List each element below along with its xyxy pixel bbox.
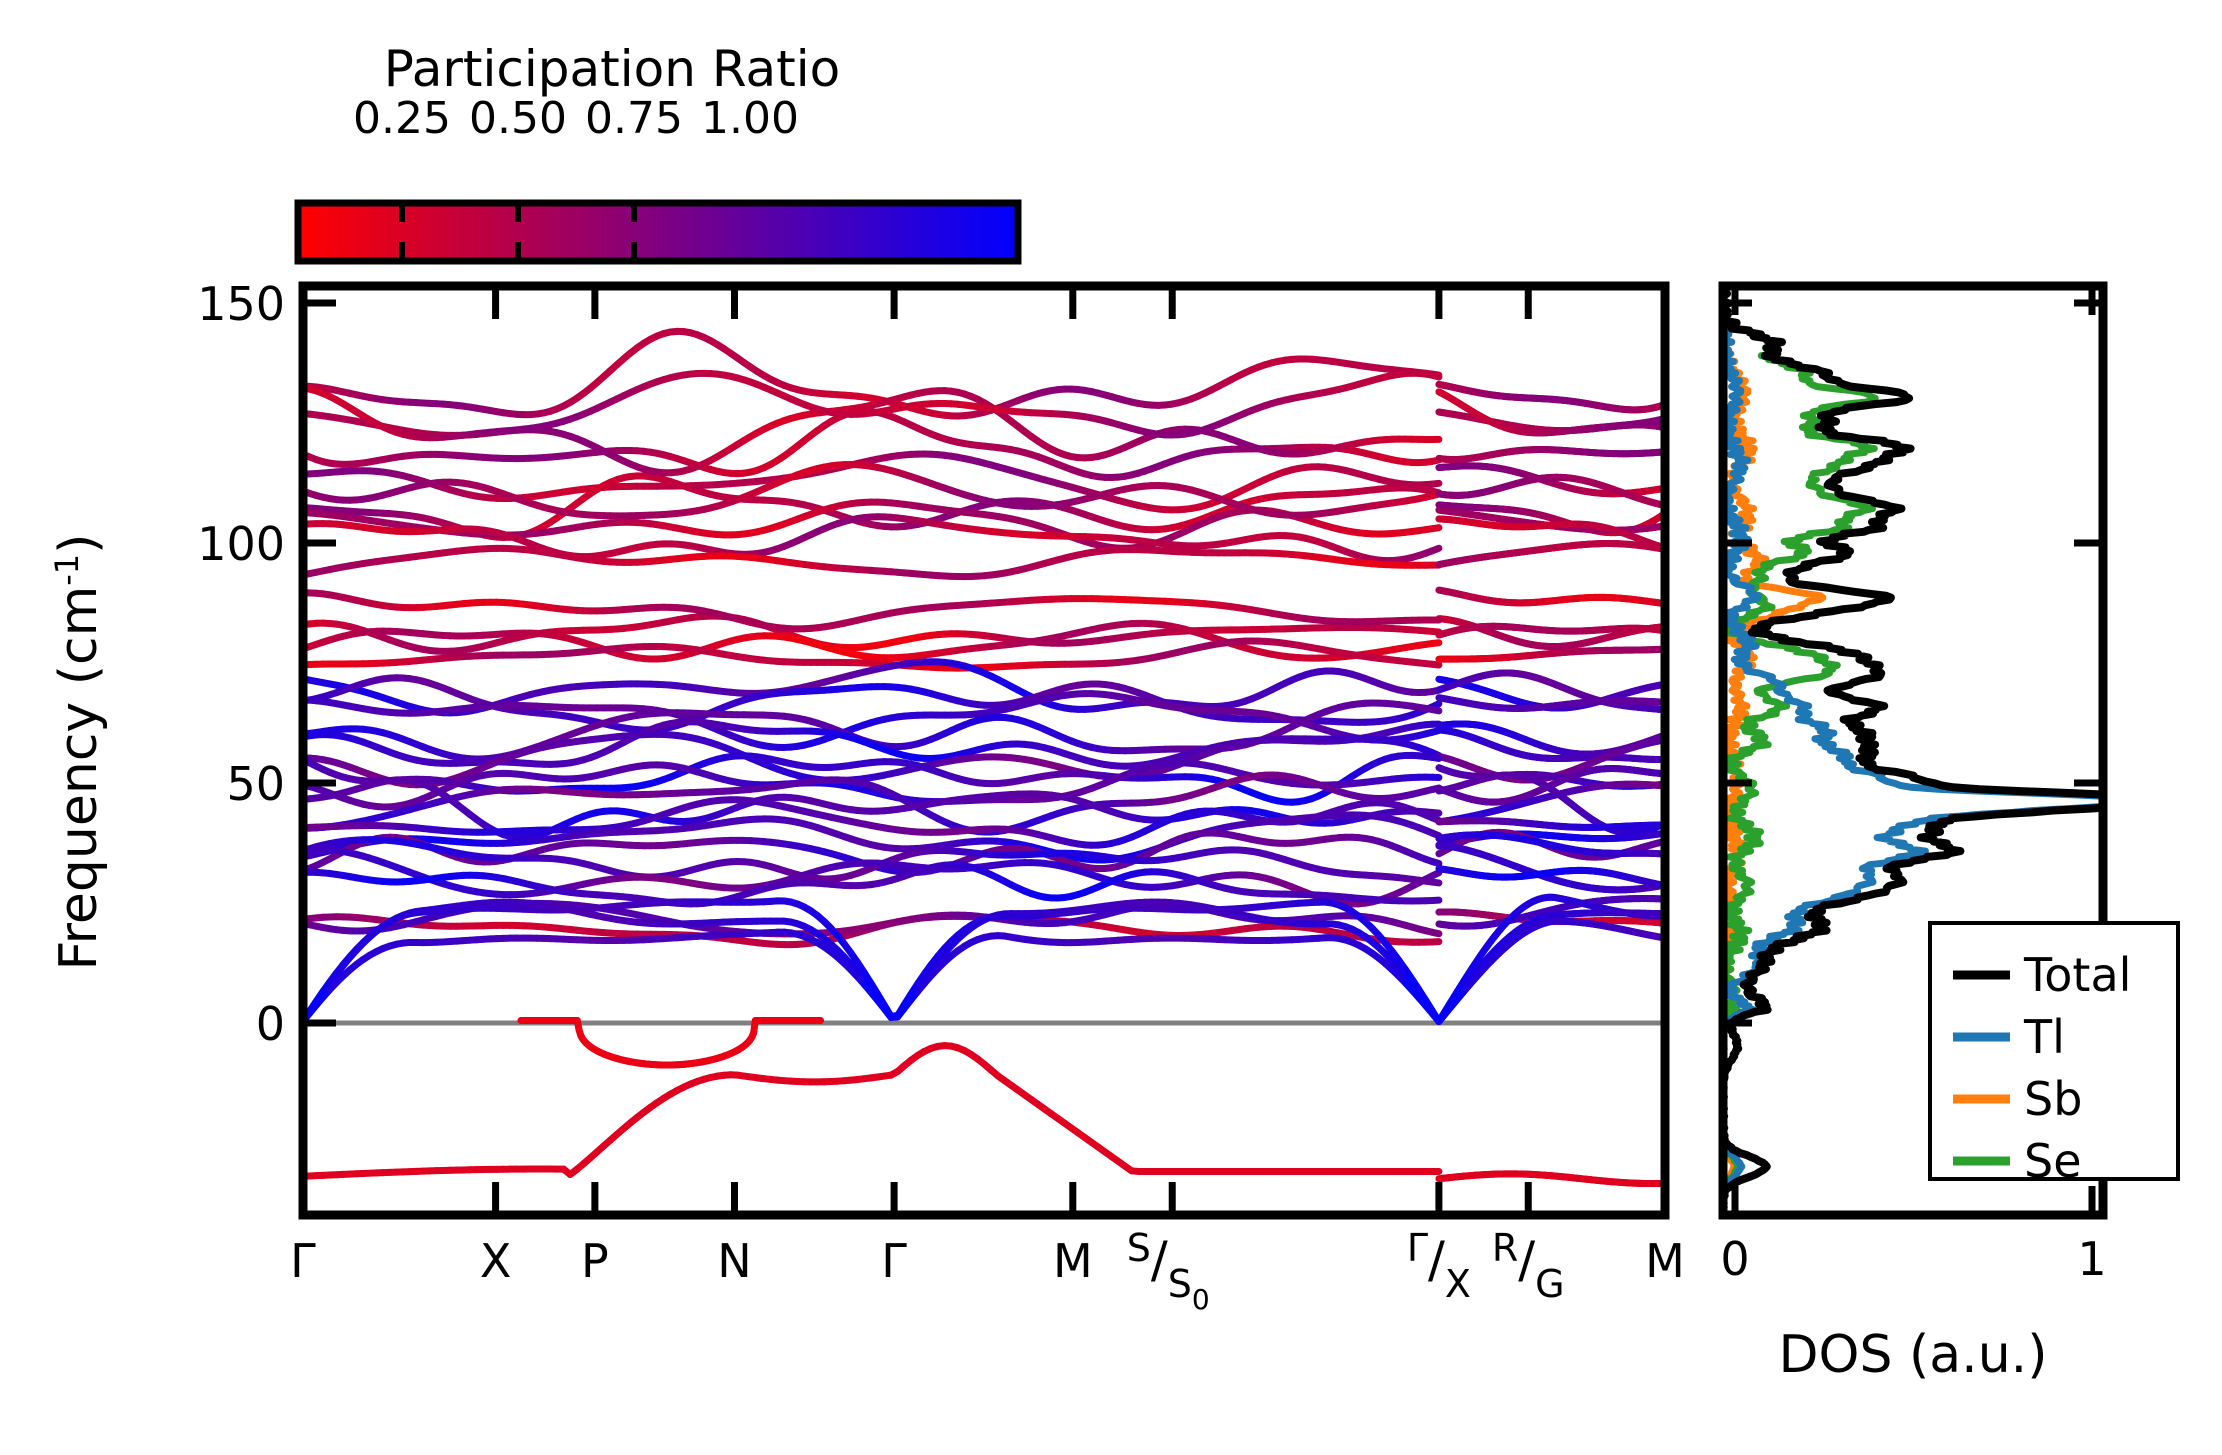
band-branch	[303, 544, 1443, 581]
colorbar-group: Participation Ratio 0.25 0.50 0.75 1.00	[294, 40, 1022, 265]
band-branch	[303, 589, 1443, 633]
band-branch	[303, 928, 1443, 1025]
dos-x-tick-labels: 0 1	[1720, 1232, 2106, 1286]
band-x-tick-labels: Γ X P N Γ M S/S0 Γ/X R/G M	[290, 1226, 1685, 1316]
band-branch	[1435, 694, 1665, 712]
band-branch	[1435, 380, 1665, 414]
dos-x-tick-label-0: 0	[1720, 1232, 1749, 1286]
band-x-tick-label-7: Γ/X	[1407, 1226, 1471, 1306]
band-y-ticks	[303, 299, 336, 1027]
colorbar-tick-labels: 0.25 0.50 0.75 1.00	[353, 93, 799, 144]
band-x-tick-label-0: Γ	[290, 1234, 316, 1288]
colorbar-ticks	[399, 203, 637, 261]
y-tick-label-150: 150	[197, 277, 285, 331]
legend-label-total: Total	[2023, 948, 2131, 1002]
band-branch	[1435, 515, 1665, 552]
band-branch	[1435, 622, 1665, 639]
band-plot-frame	[298, 281, 1670, 1220]
band-branch	[1435, 831, 1665, 858]
y-axis-label-superscript: -1	[48, 554, 86, 586]
colorbar-title: Participation Ratio	[384, 40, 840, 98]
band-branch	[303, 472, 1443, 541]
colorbar-tick-label-0: 0.25	[353, 93, 451, 144]
legend-label-tl: Tl	[2023, 1010, 2065, 1064]
colorbar-tick-label-2: 0.75	[585, 93, 683, 144]
band-x-tick-label-5: M	[1053, 1234, 1093, 1288]
y-axis-label-group: Frequency (cm-1)	[48, 534, 109, 971]
legend-label-sb: Sb	[2024, 1072, 2082, 1126]
band-x-ticks	[299, 286, 1669, 1215]
band-branch	[1435, 817, 1665, 831]
colorbar-frame	[294, 199, 1022, 265]
dos-panel: 0 1 DOS (a.u.) Total Tl Sb Se	[1718, 281, 2180, 1385]
y-tick-label-100: 100	[197, 517, 285, 571]
y-tick-label-50: 50	[226, 757, 285, 811]
dos-legend[interactable]: Total Tl Sb Se	[1928, 921, 2180, 1188]
y-tick-label-0: 0	[256, 997, 285, 1051]
dos-x-axis-label: DOS (a.u.)	[1779, 1325, 2048, 1385]
y-axis-label-close: )	[49, 534, 109, 554]
band-branch	[303, 461, 1443, 520]
colorbar-gradient	[298, 203, 1018, 261]
band-curves	[303, 327, 1665, 1188]
dos-plot-frame	[1718, 281, 2108, 1220]
band-branch	[303, 619, 1443, 663]
band-branch	[303, 369, 1443, 442]
colorbar-tick-label-3: 1.00	[701, 93, 799, 144]
band-branch	[303, 637, 1443, 672]
band-branch	[1435, 446, 1665, 464]
band-branch	[303, 407, 1443, 482]
band-branch	[1435, 388, 1665, 437]
dos-curve-total	[1723, 286, 2103, 1215]
band-branch	[1435, 865, 1665, 890]
band-branch	[1435, 917, 1665, 1025]
band-y-tick-labels: 150 100 50 0	[197, 277, 285, 1051]
band-branch	[303, 387, 1443, 477]
legend-label-se: Se	[2024, 1134, 2082, 1188]
colorbar-tick-label-1: 0.50	[469, 93, 567, 144]
y-axis-label-main: Frequency (cm	[49, 586, 109, 971]
band-branch	[303, 1042, 1443, 1180]
band-x-tick-label-2: P	[581, 1234, 609, 1288]
band-branch	[1435, 473, 1665, 510]
band-x-tick-label-1: X	[480, 1234, 512, 1288]
band-x-tick-label-9: M	[1645, 1234, 1685, 1288]
band-branch	[1435, 645, 1665, 663]
band-branch	[1435, 1170, 1665, 1188]
band-branch	[303, 771, 1443, 836]
band-structure-panel: 150 100 50 0 Γ X P N Γ M S/S0 Γ/X R/G M	[197, 277, 1685, 1316]
band-branch	[517, 1016, 825, 1069]
band-x-tick-label-3: N	[717, 1234, 751, 1288]
y-axis-label: Frequency (cm-1)	[48, 534, 109, 971]
band-x-tick-label-8: R/G	[1492, 1226, 1565, 1306]
dos-x-tick-label-1: 1	[2077, 1232, 2106, 1286]
band-x-tick-label-6: S/S0	[1127, 1226, 1210, 1316]
band-branch	[1435, 540, 1665, 569]
band-x-tick-label-4: Γ	[881, 1234, 907, 1288]
legend-frame	[1928, 921, 2180, 1181]
dos-x-ticks	[1731, 286, 2096, 1215]
